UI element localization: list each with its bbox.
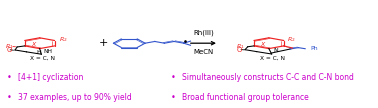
Polygon shape <box>284 46 292 49</box>
Text: •: • <box>7 73 12 82</box>
Text: Simultaneously constructs C-C and C-N bond: Simultaneously constructs C-C and C-N bo… <box>182 73 353 82</box>
Text: O: O <box>6 47 12 53</box>
Text: [4+1] cyclization: [4+1] cyclization <box>18 73 83 82</box>
Text: $R_1$: $R_1$ <box>236 42 245 51</box>
Text: 37 examples, up to 90% yield: 37 examples, up to 90% yield <box>18 93 132 102</box>
Text: O: O <box>237 47 242 53</box>
Text: X = C, N: X = C, N <box>30 55 55 60</box>
Text: Ph: Ph <box>310 46 318 51</box>
Text: MeCN: MeCN <box>193 49 214 55</box>
Text: Rh(III): Rh(III) <box>193 30 214 36</box>
Text: N: N <box>273 48 278 53</box>
Text: •: • <box>170 93 175 102</box>
Text: •: • <box>170 73 175 82</box>
Text: H: H <box>37 50 41 55</box>
Text: Broad functional group tolerance: Broad functional group tolerance <box>182 93 308 102</box>
Text: X: X <box>261 42 265 47</box>
Text: $R_2$: $R_2$ <box>287 35 296 44</box>
Text: •: • <box>7 93 12 102</box>
Text: NH: NH <box>44 49 53 54</box>
Text: X: X <box>31 42 36 47</box>
Text: +: + <box>99 38 108 48</box>
Text: $R_2$: $R_2$ <box>59 35 67 44</box>
Text: X = C, N: X = C, N <box>260 55 285 60</box>
Text: $R_1$: $R_1$ <box>5 42 14 51</box>
